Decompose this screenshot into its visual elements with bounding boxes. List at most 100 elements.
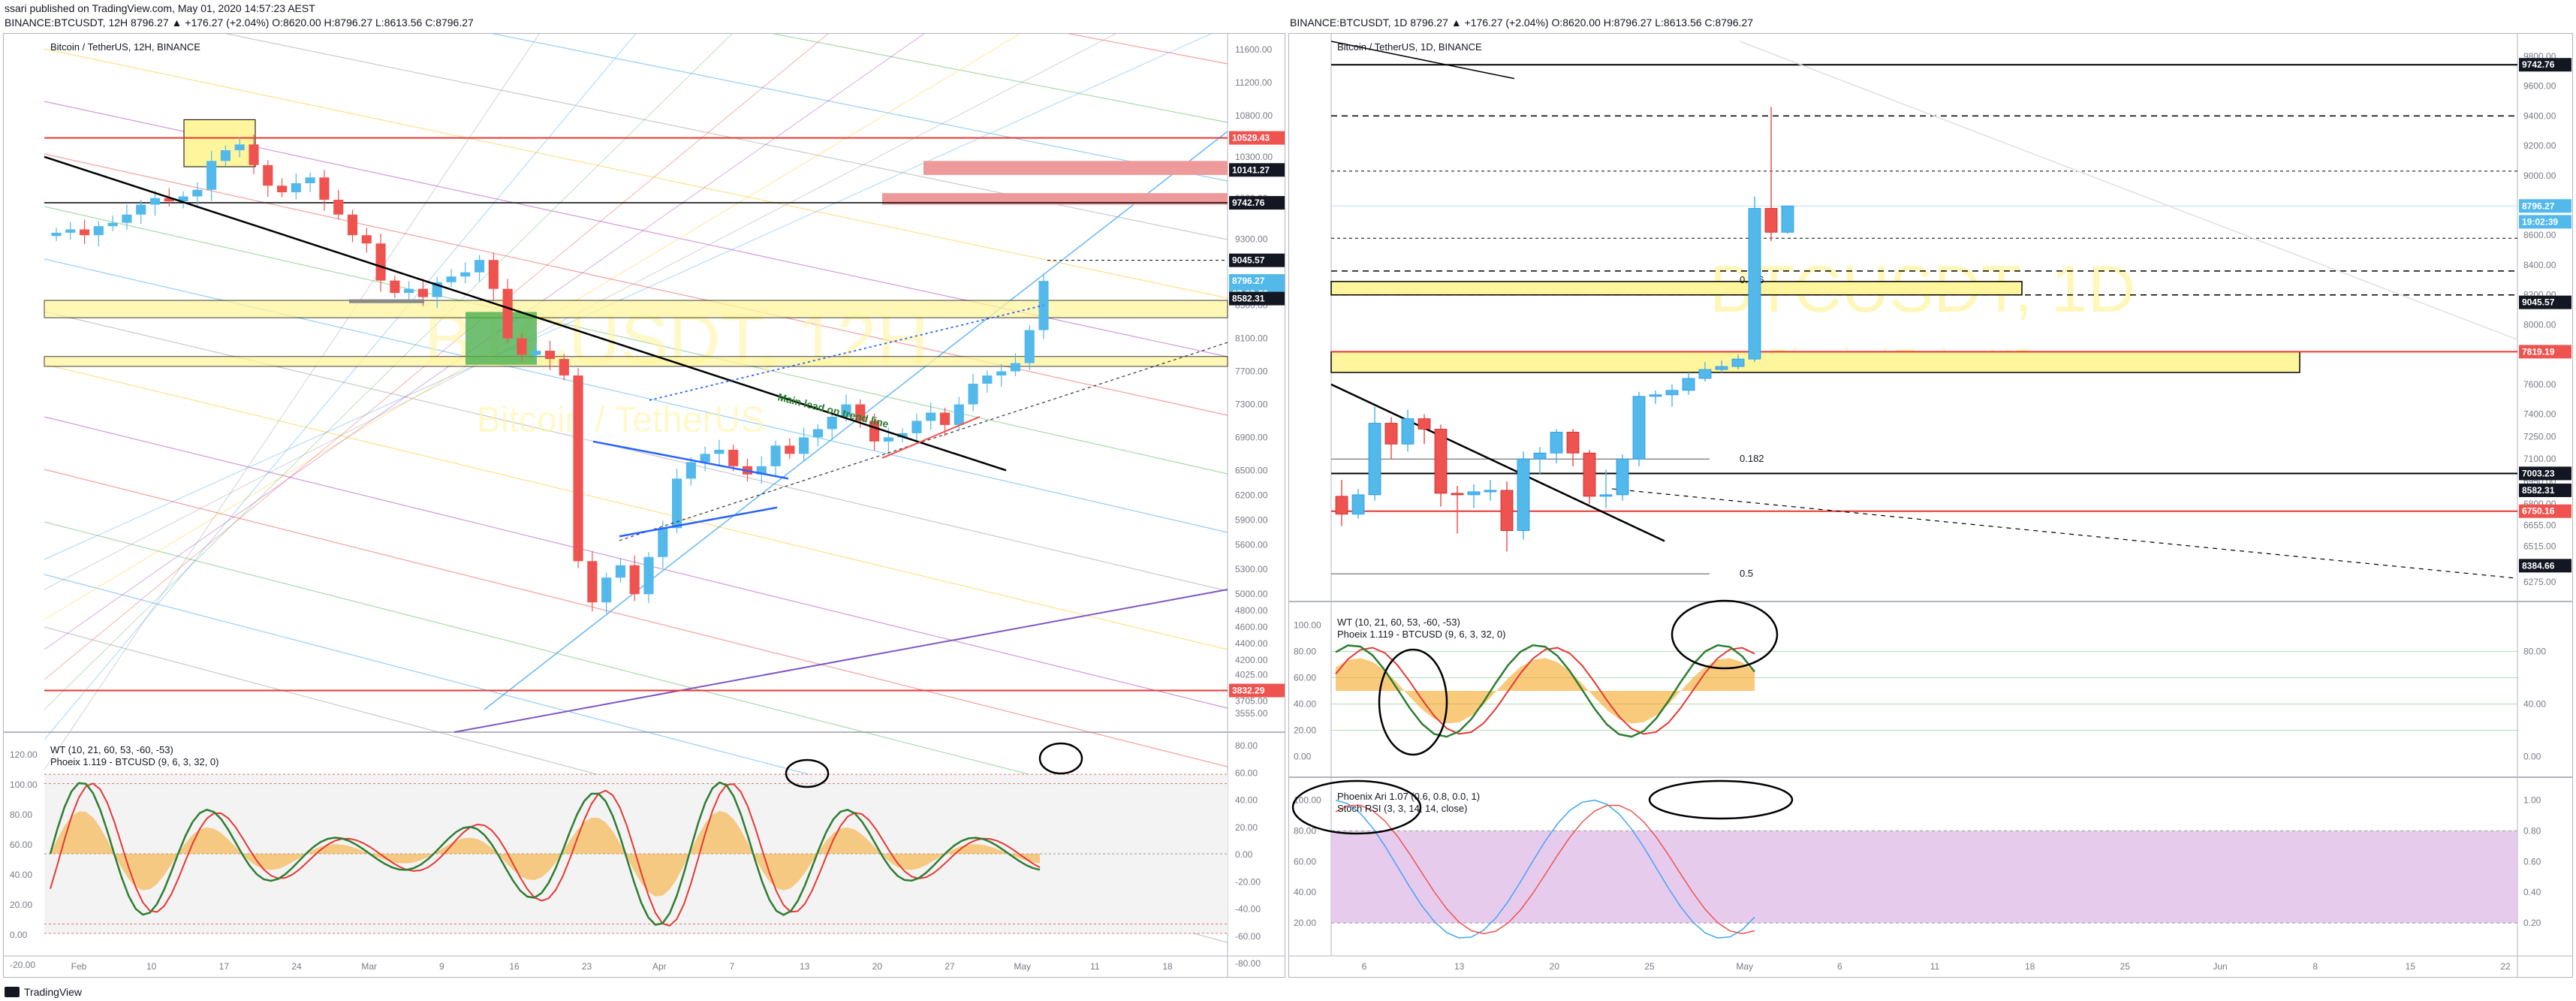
rsi-band [1331,831,2517,924]
candle-body [982,375,993,384]
fan-line-up [44,34,733,710]
osc-legend: Phoeix 1.119 - BTCUSD (9, 6, 3, 32, 0) [1337,629,1505,640]
y-tick-label: 9200.00 [2523,140,2556,151]
candle-body [1566,432,1580,454]
hand-circle [1378,648,1448,756]
x-tick-label: 11 [1090,961,1100,972]
candle-body [192,189,203,197]
candle-body [249,144,259,165]
fan-line [1067,34,1228,65]
rsi-right-tick: 0.60 [2523,856,2541,867]
right-chart-svg[interactable]: BTCUSDT, 1DBitcoin / TetherUS0.1820.2360… [1289,34,2573,978]
wt-main-line [49,781,1041,926]
candle-body [728,449,739,466]
purple-trend-line [453,589,1228,733]
candle-body [1649,394,1662,397]
stoch-d-line [1335,804,1755,935]
price-tag-label: 7003.23 [2522,468,2555,478]
y-tick-label: 5600.00 [1235,539,1268,550]
rsi-right-tick: 0.20 [2523,918,2541,928]
candle-body [291,182,301,193]
candle-body [502,288,513,339]
osc-left-tick: 40.00 [1294,699,1316,710]
price-tag-label: 9045.57 [2522,297,2555,308]
candle-body [417,288,429,297]
price-tag-bg [2519,215,2571,229]
trend-line-down [44,155,1007,472]
candle-body [1434,429,1448,494]
candle-body [544,351,556,360]
x-tick-label: 20 [872,961,883,972]
osc-left-tick: 0.00 [10,930,28,940]
trend-line-down [1330,383,1665,542]
candle-body [404,288,414,294]
fan-line-up [44,34,829,680]
x-tick-label: 10 [146,961,157,972]
candle-body [926,412,936,421]
price-tag-label: 10141.27 [1232,164,1270,175]
fan-line [44,363,1228,650]
candle-body [1368,423,1381,496]
blue-trend-line-2 [619,506,778,538]
rsi-right-tick: 0.80 [2523,825,2541,836]
price-tag-bg [2519,483,2571,497]
price-tag-bg [2519,559,2571,573]
osc-right-tick: 60.00 [1235,767,1258,778]
right-chart[interactable]: BTCUSDT, 1DBitcoin / TetherUS0.1820.2360… [1288,33,2573,978]
price-tag-label: 8796.27 [2522,201,2555,211]
candle-body [531,351,541,355]
candle-body [799,437,809,454]
price-tag-bg [1229,253,1285,267]
fan-line [44,206,1228,475]
trend-line-light [1739,41,2518,340]
y-tick-label: 6515.00 [2523,541,2556,551]
publish-line: ssari published on TradingView.com, May … [5,2,315,14]
trend-line-up-dotted [649,304,1044,401]
candle-body [446,276,456,282]
price-tag-label: 6750.16 [2522,506,2555,517]
resistance-zone [923,161,1228,176]
y-tick-label: 5300.00 [1235,564,1268,574]
x-tick-label: 6 [1362,961,1367,972]
price-tag-label: 8796.27 [1232,276,1265,286]
osc-left-tick: 80.00 [10,810,32,820]
osc-right-tick: -80.00 [1235,958,1261,969]
rsi-left-tick: 100.00 [1294,794,1321,805]
x-tick-label: 25 [2120,961,2131,972]
candle-body [700,454,710,463]
candle-body [968,384,978,405]
candle-body [1351,494,1365,515]
candle-body [375,243,386,281]
y-tick-label: 4800.00 [1235,605,1268,616]
price-tag-label: 10529.43 [1232,133,1270,143]
price-tag-bg [2519,295,2571,309]
x-tick-label: 22 [2500,961,2511,972]
footer-brand[interactable]: TradingView [5,986,82,998]
rsi-left-tick: 20.00 [1294,918,1316,928]
osc-right-tick: 80.00 [2523,647,2546,657]
resistance-zone-2 [882,193,1228,205]
candle-body [305,177,315,183]
y-tick-label: 4400.00 [1235,638,1268,649]
candle-body [1418,418,1431,430]
x-tick-label: Mar [361,961,377,972]
trend-line-dashed [1611,488,2518,579]
x-tick-label: 8 [2312,961,2318,972]
wt-fill-area [1336,658,1755,724]
left-symbol-line: BINANCE:BTCUSDT, 12H 8796.27 ▲ +176.27 (… [5,17,474,29]
x-tick-label: Jun [2213,961,2227,972]
support-zone-yellow [44,300,1228,318]
candle-body [1781,205,1794,233]
candle-body [1010,363,1021,372]
candle-body [51,232,62,237]
candle-body [276,185,288,193]
candle-body [587,561,598,603]
candle-body [1533,452,1547,460]
left-chart[interactable]: BTCUSDT, 12H Bitcoin / TetherUS Main lead … [3,33,1285,978]
y-tick-label: 11200.00 [1235,77,1272,88]
price-tag-label: 9742.76 [2522,59,2555,70]
candle-body [1451,493,1464,496]
price-tag-label: 8582.31 [1232,294,1265,304]
y-tick-label: 11600.00 [1235,44,1272,55]
